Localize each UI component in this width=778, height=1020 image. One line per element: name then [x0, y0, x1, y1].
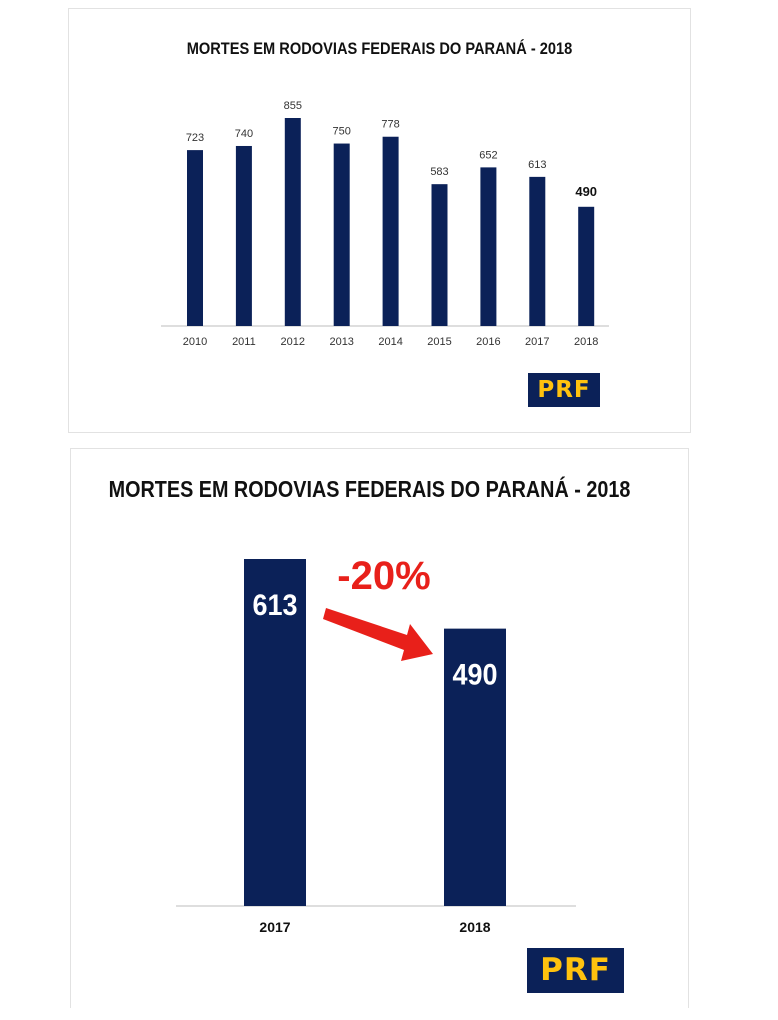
prf-logo: PRF [527, 948, 624, 993]
data-label-2011: 740 [235, 128, 253, 140]
x-tick-label-2012: 2012 [281, 336, 305, 348]
bar-2015 [431, 184, 448, 326]
bar-2017 [244, 559, 306, 906]
bar-2013 [333, 143, 350, 326]
bar-2010 [187, 150, 203, 326]
bar-chart-all-years: 723 2010 740 2011 855 2012 750 2013 778 2014 583 20… [161, 100, 609, 348]
x-tick-label-2017: 2017 [525, 336, 549, 348]
chart-panel-all-years: MORTES EM RODOVIAS FEDERAIS DO PARANÁ - … [68, 8, 691, 433]
bar-chart-comparison: 613 2017 490 2018 -20% [176, 554, 576, 935]
data-label-2017: 613 [528, 159, 546, 171]
prf-logo: PRF [528, 373, 600, 407]
data-label-2013: 750 [333, 126, 351, 138]
x-tick-label-2018: 2018 [459, 919, 490, 935]
x-tick-label-2013: 2013 [329, 336, 353, 348]
data-label-2012: 855 [284, 100, 302, 112]
data-label-2015: 583 [430, 166, 448, 178]
chart-panel-comparison: MORTES EM RODOVIAS FEDERAIS DO PARANÁ - … [70, 448, 689, 1008]
bar-2011 [235, 145, 252, 326]
bar-2018 [444, 628, 506, 906]
data-label-2010: 723 [186, 132, 204, 144]
x-tick-label-2010: 2010 [183, 336, 207, 348]
data-label-2016: 652 [479, 149, 497, 161]
data-label-2018: 490 [452, 658, 497, 692]
data-label-2018: 490 [575, 184, 597, 199]
bar-2017 [529, 176, 546, 326]
data-label-2014: 778 [381, 119, 399, 131]
x-tick-label-2018: 2018 [574, 336, 598, 348]
x-tick-label-2017: 2017 [259, 919, 290, 935]
percent-change-annotation: -20% [337, 554, 430, 598]
chart-title: MORTES EM RODOVIAS FEDERAIS DO PARANÁ - … [108, 476, 631, 502]
bar-2018 [578, 206, 595, 326]
bar-2014 [382, 136, 399, 326]
x-tick-label-2015: 2015 [427, 336, 451, 348]
x-tick-label-2014: 2014 [378, 336, 402, 348]
chart-title: MORTES EM RODOVIAS FEDERAIS DO PARANÁ - … [186, 39, 573, 58]
bar-2016 [480, 167, 497, 326]
decrease-arrow [323, 608, 433, 661]
data-label-2017: 613 [252, 589, 297, 623]
x-tick-label-2011: 2011 [232, 336, 256, 348]
x-tick-label-2016: 2016 [476, 336, 500, 348]
bar-2012 [284, 118, 301, 326]
